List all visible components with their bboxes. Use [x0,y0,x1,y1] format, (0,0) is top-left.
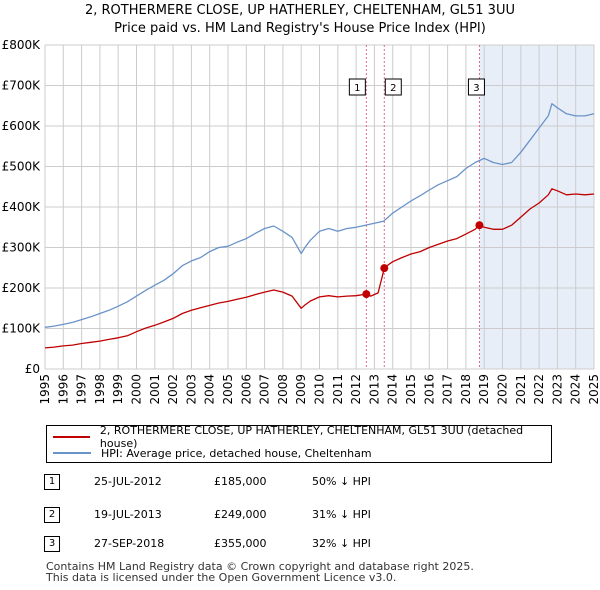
x-tick-label: 2010 [313,374,327,405]
chart-legend: 2, ROTHERMERE CLOSE, UP HATHERLEY, CHELT… [46,424,552,463]
price-chart: 1 2 3 £0 £100K £200K £300K £400K £500K £600K £700K… [2,38,600,405]
sale-point [362,290,371,299]
x-tick-label: 2025 [587,374,600,405]
chart-title: 2, ROTHERMERE CLOSE, UP HATHERLEY, CHELT… [84,3,515,18]
x-tick-label: 2008 [276,374,290,405]
hpi-series-line [44,103,595,328]
x-tick-label: 1998 [93,374,107,405]
sale-label-box [384,78,402,96]
y-tick-label: £300K [2,241,42,255]
x-tick-label: 2024 [569,374,583,405]
property-series-line [44,188,595,349]
x-tick-label: 2022 [532,374,546,405]
y-tick-label: £200K [2,281,42,295]
x-tick-label: 2014 [386,374,400,405]
table-row: 3 27-SEP-2018 £355,000 32% ↓ HPI [44,536,564,556]
x-tick-label: 2018 [459,374,473,405]
legend-swatch-property [53,436,90,438]
legend-entry-hpi: HPI: Average price, detached house, Chel… [53,445,372,461]
transaction-price: £249,000 [214,508,267,521]
x-tick-label: 2007 [258,374,272,405]
x-tick-label: 2011 [331,374,345,405]
x-tick-label: 2012 [349,374,363,405]
footer-licence: This data is licensed under the Open Gov… [46,571,397,584]
transaction-date: 19-JUL-2013 [94,508,162,521]
transaction-hpi: 32% ↓ HPI [312,537,371,550]
x-tick-label: 2006 [239,374,253,405]
transaction-hpi: 50% ↓ HPI [312,475,371,488]
sale-label: 3 [473,83,479,94]
x-tick-label: 1997 [75,374,89,405]
y-tick-label: £700K [2,79,42,93]
x-tick-label: 2009 [294,374,308,405]
legend-label-property: 2, ROTHERMERE CLOSE, UP HATHERLEY, CHELT… [99,424,524,450]
table-row: 2 19-JUL-2013 £249,000 31% ↓ HPI [44,507,564,527]
chart-subtitle: Price paid vs. HM Land Registry's House … [114,21,486,36]
x-tick-label: 1999 [111,374,125,405]
x-tick-label: 2015 [404,374,418,405]
transaction-price: £185,000 [214,475,267,488]
legend-swatch-hpi [53,452,91,454]
transaction-price: £355,000 [214,537,267,550]
sale-label: 2 [390,83,396,94]
x-tick-label: 2000 [130,374,144,405]
sale-point [380,264,389,273]
sale-point [475,221,484,230]
footer-copyright: Contains HM Land Registry data © Crown c… [46,560,474,573]
x-tick-label: 2020 [496,374,510,405]
y-tick-label: £600K [2,119,42,133]
y-tick-label: £0 [25,362,40,376]
x-tick-label: 2004 [203,374,217,405]
x-tick-label: 2003 [184,374,198,405]
transaction-number: 2 [44,507,60,523]
y-tick-label: £800K [2,38,42,52]
transaction-date: 27-SEP-2018 [94,537,165,550]
y-tick-label: £500K [2,160,42,174]
transaction-date: 25-JUL-2012 [94,475,162,488]
x-tick-label: 2021 [514,374,528,405]
sale-label-box [348,78,366,96]
x-tick-label: 2016 [422,374,436,405]
x-tick-label: 2013 [367,374,381,405]
transaction-number: 3 [44,536,60,552]
legend-entry-property: 2, ROTHERMERE CLOSE, UP HATHERLEY, CHELT… [53,424,551,450]
y-tick-label: £400K [2,200,42,214]
y-tick-label: £100K [2,322,42,336]
x-tick-label: 2023 [550,374,564,405]
x-tick-label: 2019 [477,374,491,405]
transaction-hpi: 31% ↓ HPI [312,508,371,521]
x-tick-label: 2001 [148,374,162,405]
sale-label-box [467,78,485,96]
transaction-number: 1 [44,474,60,490]
table-row: 1 25-JUL-2012 £185,000 50% ↓ HPI [44,474,564,494]
sale-label: 1 [354,83,360,94]
x-tick-label: 1995 [38,374,52,405]
legend-label-hpi: HPI: Average price, detached house, Chel… [101,446,372,460]
x-tick-label: 1996 [56,374,70,405]
x-tick-label: 2005 [221,374,235,405]
x-tick-label: 2002 [166,374,180,405]
x-tick-label: 2017 [441,374,455,405]
